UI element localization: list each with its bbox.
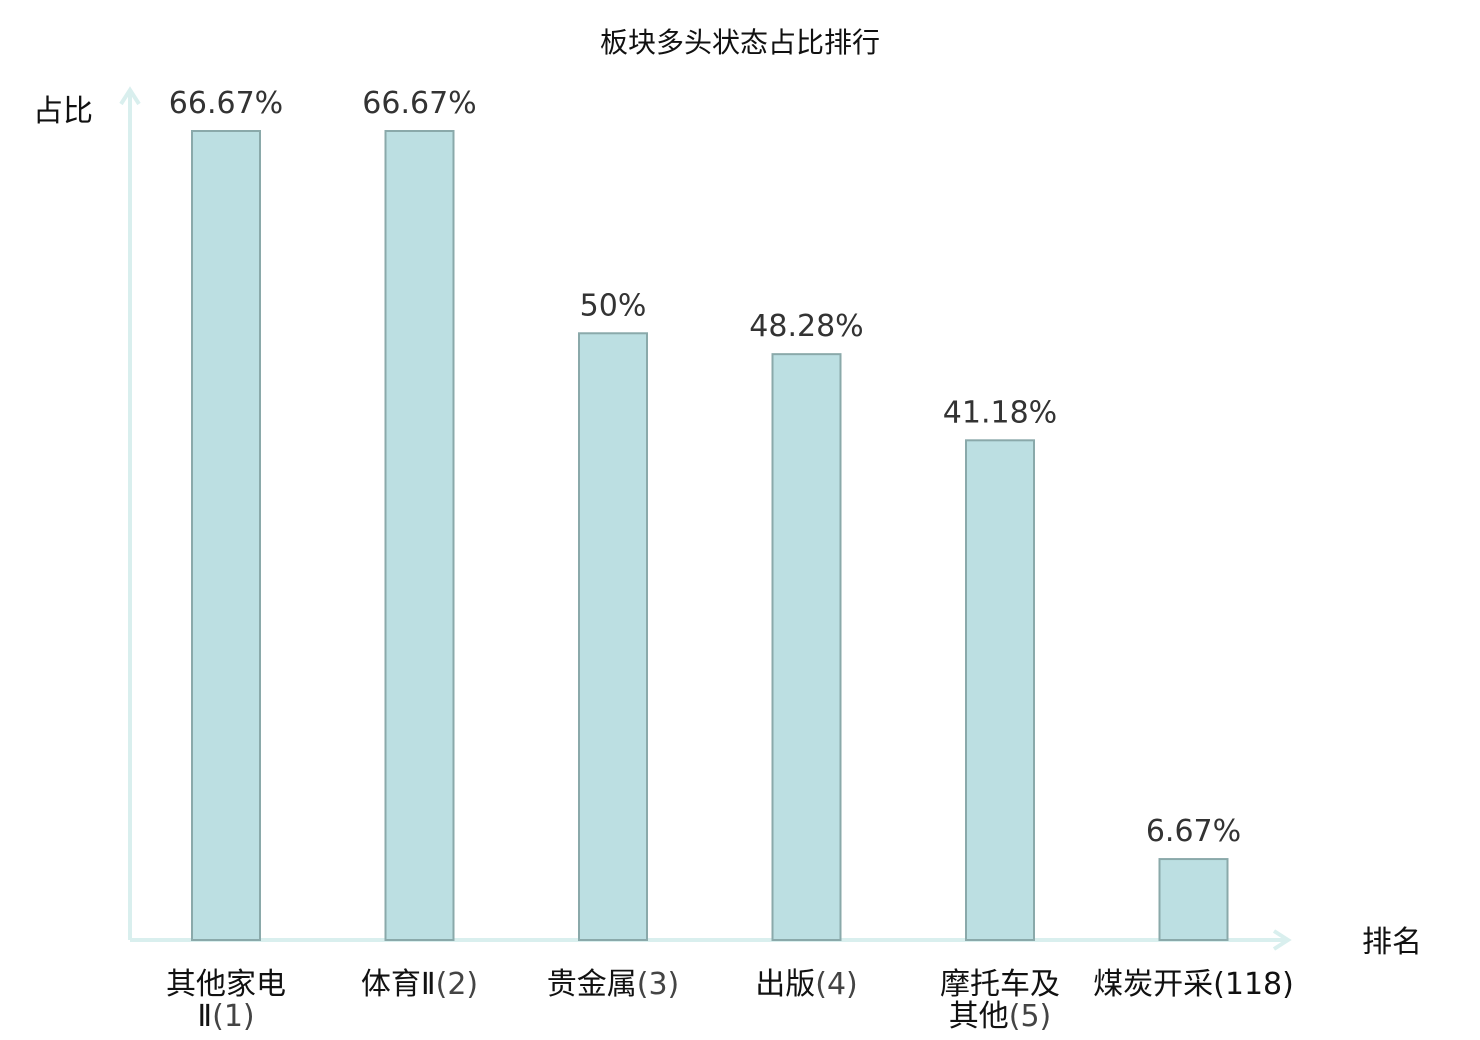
data-label: 48.28% <box>749 309 863 344</box>
category-rank: (3) <box>637 967 680 1002</box>
data-label: 66.67% <box>169 86 283 121</box>
x-tick-label: Ⅱ(1) <box>197 999 254 1034</box>
category-rank: (1) <box>212 999 255 1034</box>
bars-group <box>191 130 1229 941</box>
x-tick-label: 体育Ⅱ(2) <box>361 967 478 1002</box>
category-rank: (4) <box>815 967 858 1002</box>
x-tick-label: 煤炭开采(118) <box>1093 967 1294 1002</box>
bar <box>191 130 261 941</box>
x-tick-label: 其他(5) <box>949 999 1052 1034</box>
category-name: 摩托车及 <box>940 967 1060 1002</box>
category-name: 煤炭开采 <box>1093 967 1213 1002</box>
data-label: 6.67% <box>1146 814 1241 849</box>
chart-title: 板块多头状态占比排行 <box>600 26 880 59</box>
bar <box>965 439 1035 941</box>
category-name: 出版 <box>755 967 815 1002</box>
data-label: 50% <box>580 288 647 323</box>
x-tick-label: 摩托车及 <box>940 967 1060 1002</box>
y-axis-label: 占比 <box>33 94 93 129</box>
bar <box>771 353 842 941</box>
bar <box>1158 858 1229 941</box>
axes <box>119 86 1292 951</box>
x-tick-label: 其他家电 <box>166 967 286 1002</box>
category-rank: (2) <box>436 967 479 1002</box>
data-label: 41.18% <box>943 395 1057 430</box>
x-axis-arrow-icon <box>1272 929 1292 951</box>
category-rank: (5) <box>1009 999 1052 1034</box>
bar <box>384 130 455 941</box>
x-tick-label: 贵金属(3) <box>547 967 680 1002</box>
category-name: Ⅱ <box>197 999 212 1034</box>
category-name: 其他家电 <box>166 967 286 1002</box>
data-label: 66.67% <box>362 86 476 121</box>
value-labels-group: 66.67% 66.67% 50% 48.28% 41.18% 6.67% <box>169 86 1241 849</box>
category-name: 体育Ⅱ <box>361 967 436 1002</box>
category-name: 贵金属 <box>547 967 637 1002</box>
x-axis-label: 排名 <box>1362 925 1422 960</box>
x-tick-label: 出版(4) <box>755 967 858 1002</box>
bar <box>578 332 648 941</box>
category-name: 其他 <box>949 999 1009 1034</box>
category-rank: (118) <box>1213 967 1294 1002</box>
y-axis-arrow-icon <box>119 86 141 106</box>
